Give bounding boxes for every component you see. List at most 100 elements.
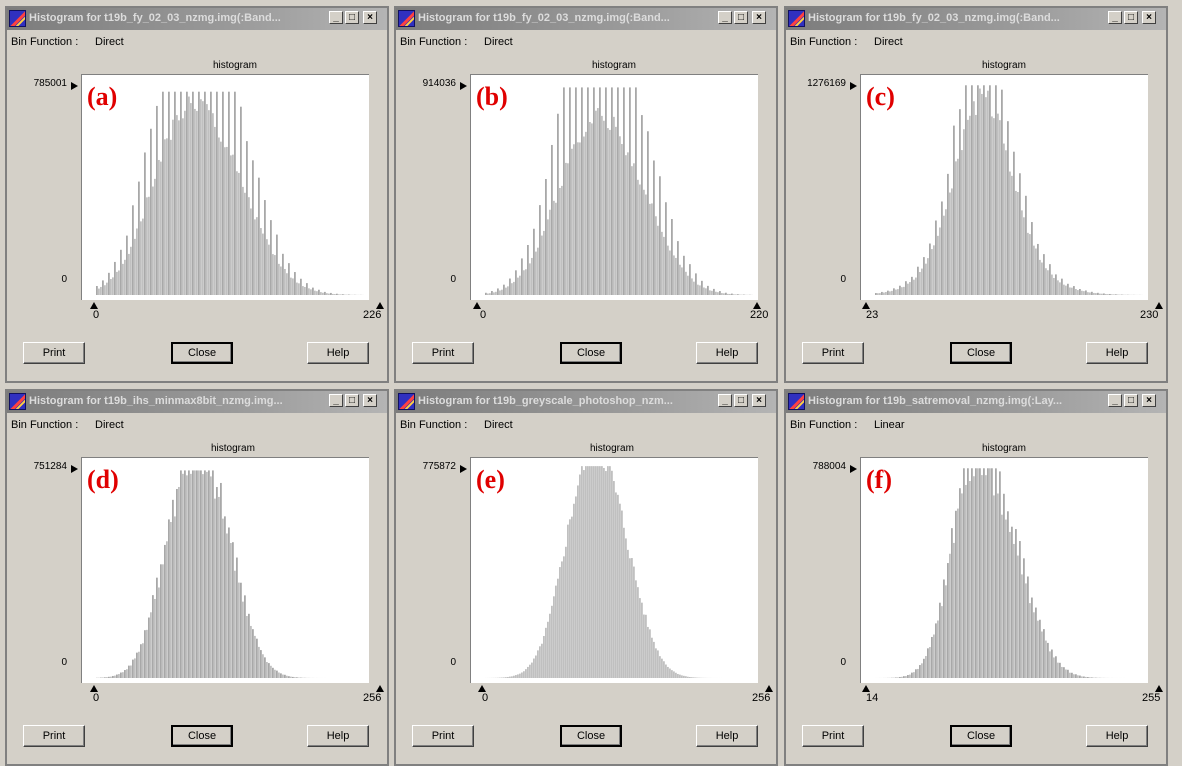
print-button[interactable]: Print	[802, 725, 864, 747]
y-max-marker-icon[interactable]	[850, 82, 857, 90]
print-button[interactable]: Print	[412, 342, 474, 364]
histogram-bar	[545, 627, 547, 678]
y-max-marker-icon[interactable]	[460, 465, 467, 473]
histogram-bar	[511, 283, 513, 295]
close-icon[interactable]: ×	[1142, 11, 1156, 24]
close-button[interactable]: Close	[950, 342, 1012, 364]
histogram-title: histogram	[592, 60, 636, 71]
histogram-bar	[725, 292, 727, 295]
y-max-marker-icon[interactable]	[460, 82, 467, 90]
x-min-marker-icon[interactable]	[862, 685, 870, 692]
close-icon[interactable]: ×	[363, 11, 377, 24]
maximize-icon[interactable]: □	[734, 11, 748, 24]
histogram-bar	[1033, 245, 1035, 295]
histogram-bar	[897, 677, 899, 678]
histogram-bar	[919, 272, 921, 295]
histogram-bar	[1023, 558, 1025, 678]
title-bar[interactable]: Histogram for t19b_ihs_minmax8bit_nzmg.i…	[7, 391, 387, 413]
histogram-bar	[709, 290, 711, 295]
histogram-bar	[142, 643, 144, 678]
title-bar[interactable]: Histogram for t19b_greyscale_photoshop_n…	[396, 391, 776, 413]
x-min-marker-icon[interactable]	[90, 302, 98, 309]
histogram-bar	[937, 620, 939, 678]
x-min-marker-icon[interactable]	[862, 302, 870, 309]
histogram-bar	[495, 291, 497, 295]
bin-function-value: Linear	[874, 419, 905, 431]
y-max-marker-icon[interactable]	[71, 465, 78, 473]
title-bar[interactable]: Histogram for t19b_satremoval_nzmg.img(:…	[786, 391, 1166, 413]
histogram-window[interactable]: Histogram for t19b_fy_02_03_nzmg.img(:Ba…	[5, 6, 389, 383]
close-icon[interactable]: ×	[752, 11, 766, 24]
minimize-icon[interactable]: _	[329, 11, 343, 24]
y-max-marker-icon[interactable]	[71, 82, 78, 90]
histogram-bar	[977, 85, 979, 295]
title-bar[interactable]: Histogram for t19b_fy_02_03_nzmg.img(:Ba…	[396, 8, 776, 30]
maximize-icon[interactable]: □	[1124, 394, 1138, 407]
maximize-icon[interactable]: □	[345, 394, 359, 407]
y-max-marker-icon[interactable]	[850, 465, 857, 473]
histogram-bar	[525, 269, 527, 295]
help-button[interactable]: Help	[1086, 342, 1148, 364]
close-button[interactable]: Close	[560, 342, 622, 364]
histogram-window[interactable]: Histogram for t19b_satremoval_nzmg.img(:…	[784, 389, 1168, 766]
title-bar[interactable]: Histogram for t19b_fy_02_03_nzmg.img(:Ba…	[786, 8, 1166, 30]
histogram-bar	[258, 177, 260, 295]
print-button[interactable]: Print	[802, 342, 864, 364]
help-button[interactable]: Help	[307, 342, 369, 364]
maximize-icon[interactable]: □	[345, 11, 359, 24]
histogram-bar	[298, 283, 300, 295]
close-button[interactable]: Close	[171, 725, 233, 747]
histogram-bar	[669, 668, 671, 678]
histogram-bar	[176, 115, 178, 295]
minimize-icon[interactable]: _	[1108, 394, 1122, 407]
x-min-marker-icon[interactable]	[90, 685, 98, 692]
close-button[interactable]: Close	[950, 725, 1012, 747]
maximize-icon[interactable]: □	[1124, 11, 1138, 24]
help-button[interactable]: Help	[696, 342, 758, 364]
close-button[interactable]: Close	[171, 342, 233, 364]
close-icon[interactable]: ×	[1142, 394, 1156, 407]
histogram-bar	[1047, 270, 1049, 295]
histogram-bar	[603, 467, 605, 678]
histogram-bar	[1023, 217, 1025, 295]
x-max-marker-icon[interactable]	[376, 302, 384, 309]
histogram-window[interactable]: Histogram for t19b_fy_02_03_nzmg.img(:Ba…	[784, 6, 1168, 383]
x-max-marker-icon[interactable]	[765, 685, 773, 692]
histogram-bar	[723, 293, 725, 295]
histogram-window[interactable]: Histogram for t19b_fy_02_03_nzmg.img(:Ba…	[394, 6, 778, 383]
close-icon[interactable]: ×	[752, 394, 766, 407]
bin-function-value: Direct	[95, 36, 124, 48]
histogram-bar	[917, 668, 919, 678]
title-bar[interactable]: Histogram for t19b_fy_02_03_nzmg.img(:Ba…	[7, 8, 387, 30]
histogram-bar	[266, 662, 268, 678]
x-max-marker-icon[interactable]	[753, 302, 761, 309]
print-button[interactable]: Print	[23, 342, 85, 364]
histogram-bar	[677, 673, 679, 678]
histogram-bar	[186, 475, 188, 678]
histogram-window[interactable]: Histogram for t19b_ihs_minmax8bit_nzmg.i…	[5, 389, 389, 766]
minimize-icon[interactable]: _	[329, 394, 343, 407]
help-button[interactable]: Help	[1086, 725, 1148, 747]
help-button[interactable]: Help	[696, 725, 758, 747]
minimize-icon[interactable]: _	[718, 394, 732, 407]
maximize-icon[interactable]: □	[734, 394, 748, 407]
histogram-plot	[860, 457, 1148, 683]
minimize-icon[interactable]: _	[718, 11, 732, 24]
histogram-bar	[1069, 672, 1071, 678]
x-max-marker-icon[interactable]	[1155, 302, 1163, 309]
x-max-marker-icon[interactable]	[1155, 685, 1163, 692]
print-button[interactable]: Print	[412, 725, 474, 747]
histogram-window[interactable]: Histogram for t19b_greyscale_photoshop_n…	[394, 389, 778, 766]
x-min-marker-icon[interactable]	[473, 302, 481, 309]
histogram-bar	[681, 675, 683, 678]
close-icon[interactable]: ×	[363, 394, 377, 407]
histogram-bar	[921, 268, 923, 295]
minimize-icon[interactable]: _	[1108, 11, 1122, 24]
print-button[interactable]: Print	[23, 725, 85, 747]
histogram-bar	[210, 476, 212, 678]
close-button[interactable]: Close	[560, 725, 622, 747]
histogram-bar	[583, 136, 585, 295]
help-button[interactable]: Help	[307, 725, 369, 747]
x-max-marker-icon[interactable]	[376, 685, 384, 692]
x-min-marker-icon[interactable]	[478, 685, 486, 692]
